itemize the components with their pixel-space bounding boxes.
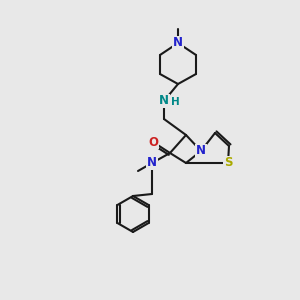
- Text: O: O: [148, 136, 158, 148]
- Text: H: H: [171, 97, 180, 107]
- Text: N: N: [147, 157, 157, 169]
- Text: N: N: [173, 37, 183, 50]
- Text: S: S: [224, 157, 232, 169]
- Text: N: N: [196, 145, 206, 158]
- Text: N: N: [159, 94, 169, 107]
